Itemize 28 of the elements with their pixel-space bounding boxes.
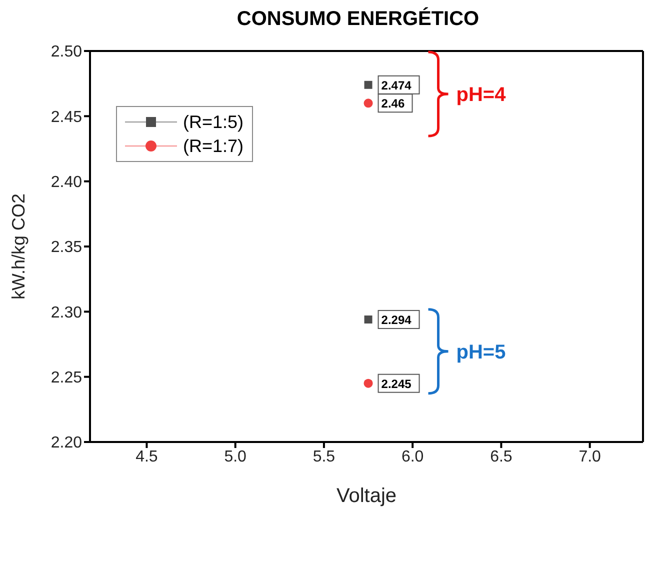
y-tick-label: 2.45 bbox=[50, 108, 82, 126]
x-tick-label: 6.0 bbox=[401, 448, 424, 466]
y-tick-label: 2.25 bbox=[50, 370, 82, 387]
legend-label: (R=1:7) bbox=[183, 136, 244, 156]
legend-label: (R=1:5) bbox=[183, 112, 244, 132]
annotation: pH=5 bbox=[456, 341, 506, 364]
data-label: 2.294 bbox=[381, 312, 412, 327]
y-axis-title: kW.h/kg CO2 bbox=[8, 193, 28, 300]
data-label: 2.46 bbox=[381, 96, 405, 111]
annotation: pH=4 bbox=[456, 84, 507, 106]
y-tick-label: 2.35 bbox=[50, 239, 82, 256]
point bbox=[364, 80, 372, 89]
point bbox=[364, 378, 373, 388]
y-tick-label: 2.40 bbox=[50, 174, 82, 192]
data-label: 2.245 bbox=[381, 376, 412, 391]
x-tick-label: 6.5 bbox=[490, 448, 512, 466]
chart-title: CONSUMO ENERGÉTICO bbox=[236, 8, 480, 32]
point bbox=[364, 98, 373, 108]
x-tick-label: 5.5 bbox=[312, 448, 336, 466]
x-tick-label: 7.0 bbox=[578, 448, 602, 466]
data-label: 2.474 bbox=[381, 78, 412, 92]
y-tick-label: 2.30 bbox=[50, 304, 82, 322]
x-axis-title: Voltaje bbox=[336, 485, 397, 507]
y-tick-label: 2.50 bbox=[50, 44, 82, 61]
x-tick-label: 4.5 bbox=[136, 448, 158, 466]
x-tick-label: 5.0 bbox=[224, 448, 247, 466]
y-tick-label: 2.20 bbox=[50, 434, 82, 452]
point bbox=[364, 315, 372, 324]
